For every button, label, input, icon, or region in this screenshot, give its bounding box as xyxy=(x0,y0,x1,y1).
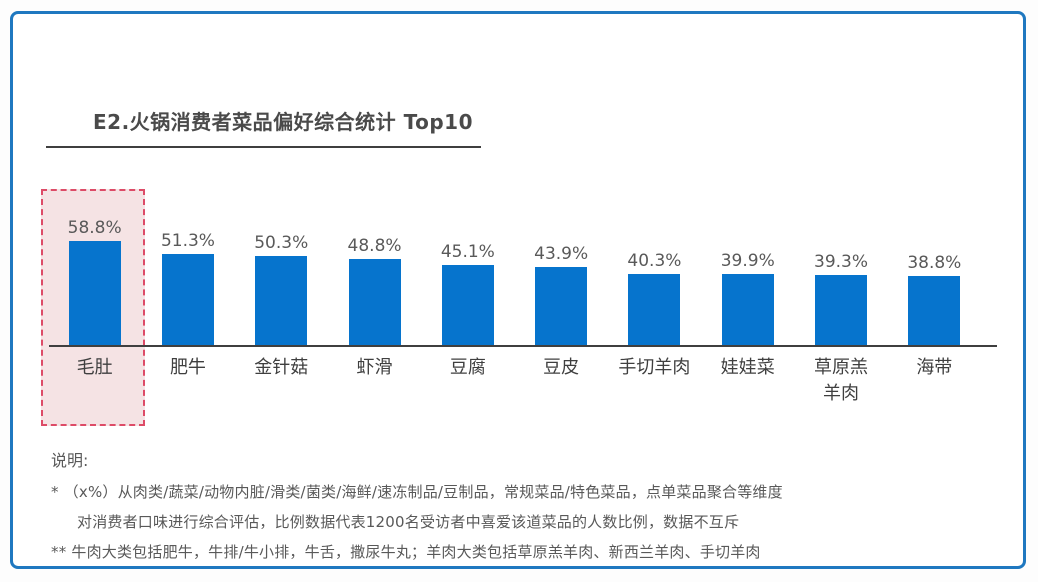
category-label: 肥牛 xyxy=(169,357,206,378)
x-axis-line xyxy=(49,345,997,347)
category-label: 金针菇 xyxy=(254,357,309,378)
bar-value-label: 43.9% xyxy=(534,244,589,265)
category-label: 娃娃菜 xyxy=(720,357,775,378)
bar xyxy=(628,273,681,345)
bar-column: 45.1% xyxy=(421,187,514,345)
bar xyxy=(535,267,588,345)
bar-column: 58.8% xyxy=(48,187,141,345)
note-line: * （x%）从肉类/蔬菜/动物内脏/滑类/菌类/海鲜/速冻制品/豆制品，常规菜品… xyxy=(51,483,783,501)
bar-column: 51.3% xyxy=(141,187,234,345)
bar-value-label: 40.3% xyxy=(627,250,682,271)
bar-chart: 58.8% 51.3% 50.3% 48.8% 45.1% 43.9% 40.3% 39.9%… xyxy=(48,187,981,345)
bar-value-label: 48.8% xyxy=(347,235,402,256)
bar xyxy=(441,265,494,345)
bar xyxy=(68,240,121,345)
bar xyxy=(908,276,961,345)
bar-column: 39.9% xyxy=(701,187,794,345)
bar-column: 39.3% xyxy=(794,187,887,345)
notes-section: 说明: * （x%）从肉类/蔬菜/动物内脏/滑类/菌类/海鲜/速冻制品/豆制品，… xyxy=(51,447,993,571)
bar-value-label: 38.8% xyxy=(907,253,962,274)
notes-lines: * （x%）从肉类/蔬菜/动物内脏/滑类/菌类/海鲜/速冻制品/豆制品，常规菜品… xyxy=(51,481,993,562)
bar xyxy=(348,258,401,345)
bar-column: 50.3% xyxy=(235,187,328,345)
bar-value-label: 39.9% xyxy=(720,251,775,272)
bar-column: 43.9% xyxy=(514,187,607,345)
category-label: 草原羔 羊肉 xyxy=(814,357,869,405)
category-label: 豆腐 xyxy=(449,357,486,378)
bar-column: 40.3% xyxy=(608,187,701,345)
report-card: E2.火锅消费者菜品偏好综合统计 Top10 58.8% 51.3% 50.3% 48… xyxy=(10,11,1026,569)
chart-title: E2.火锅消费者菜品偏好综合统计 Top10 xyxy=(93,110,474,134)
category-label: 海带 xyxy=(916,357,953,378)
note-line: 对消费者口味进行综合评估，比例数据代表1200名受访者中喜爱该道菜品的人数比例，… xyxy=(77,513,740,531)
bar xyxy=(815,275,868,345)
category-label: 手切羊肉 xyxy=(618,357,691,378)
category-labels: 毛肚 肥牛 金针菇 虾滑 豆腐 豆皮 手切羊肉 娃娃菜 草原羔 羊肉 海带 xyxy=(48,355,981,407)
title-underline xyxy=(46,146,481,148)
note-line: ** 牛肉大类包括肥牛，牛排/牛小排，牛舌，撒尿牛丸；羊肉大类包括草原羔羊肉、新… xyxy=(51,543,761,561)
bar-value-label: 51.3% xyxy=(160,231,215,252)
bar-value-label: 39.3% xyxy=(814,252,869,273)
category-label: 毛肚 xyxy=(76,357,113,378)
bar xyxy=(161,254,214,345)
bar-value-label: 45.1% xyxy=(440,242,495,263)
category-label: 豆皮 xyxy=(543,357,580,378)
bar-column: 48.8% xyxy=(328,187,421,345)
bar-column: 38.8% xyxy=(888,187,981,345)
notes-heading: 说明: xyxy=(51,451,89,470)
category-label: 虾滑 xyxy=(356,357,393,378)
bar-value-label: 58.8% xyxy=(67,217,122,238)
bar xyxy=(255,255,308,345)
bar-value-label: 50.3% xyxy=(254,232,309,253)
bar xyxy=(721,274,774,345)
